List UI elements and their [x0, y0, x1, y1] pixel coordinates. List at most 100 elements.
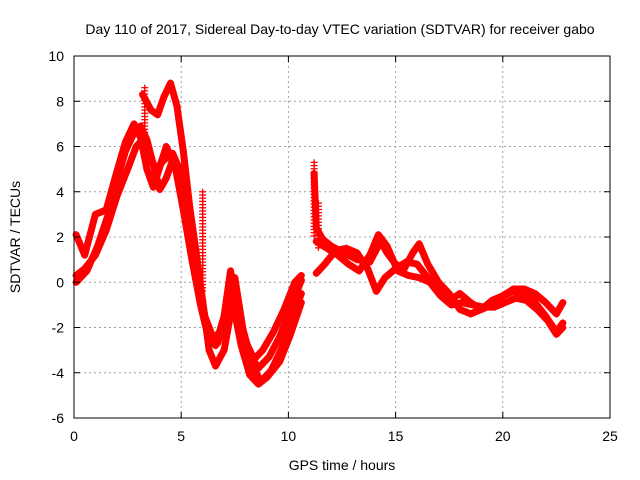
marker-spike — [310, 159, 318, 239]
grid-lines — [74, 56, 610, 418]
data-point — [227, 267, 235, 275]
data-point — [424, 260, 432, 268]
data-point — [136, 133, 144, 141]
data-point — [501, 299, 509, 307]
data-point — [383, 242, 391, 250]
data-point — [520, 285, 528, 293]
x-tick-label: 15 — [388, 428, 404, 444]
data-point — [156, 185, 164, 193]
marker-spike — [141, 84, 149, 158]
data-point — [559, 299, 567, 307]
data-point — [276, 357, 284, 365]
data-point — [297, 276, 305, 284]
y-tick-label: 4 — [56, 184, 64, 200]
data-point — [94, 242, 102, 250]
data-point — [415, 240, 423, 248]
data-point — [312, 269, 320, 277]
chart-title: Day 110 of 2017, Sidereal Day-to-day VTE… — [85, 21, 594, 37]
data-point — [344, 260, 352, 268]
data-point — [280, 305, 288, 313]
data-point — [160, 93, 168, 101]
data-point — [510, 285, 518, 293]
data-point — [124, 165, 132, 173]
marker-spike — [314, 200, 322, 251]
data-point — [321, 260, 329, 268]
data-point — [437, 292, 445, 300]
data-point — [323, 244, 331, 252]
data-point — [480, 303, 488, 311]
data-point — [269, 328, 277, 336]
data-point — [147, 106, 155, 114]
data-point — [512, 294, 520, 302]
y-tick-label: 8 — [56, 93, 64, 109]
data-point — [186, 204, 194, 212]
data-point — [334, 251, 342, 259]
y-axis-label: SDTVAR / TECUs — [7, 181, 23, 293]
data-point — [171, 161, 179, 169]
data-point — [544, 317, 552, 325]
data-point — [469, 301, 477, 309]
y-tick-label: 6 — [56, 139, 64, 155]
data-point — [364, 265, 372, 273]
data-point — [456, 290, 464, 298]
data-point — [130, 120, 138, 128]
data-point — [366, 251, 374, 259]
data-point — [531, 290, 539, 298]
data-point — [499, 292, 507, 300]
data-point — [434, 278, 442, 286]
data-point — [192, 249, 200, 257]
data-point — [220, 346, 228, 354]
data-point — [179, 206, 187, 214]
data-point — [102, 206, 110, 214]
y-tick-label: -4 — [52, 365, 65, 381]
data-point — [263, 373, 271, 381]
data-point — [121, 138, 129, 146]
data-point — [522, 296, 530, 304]
data-point — [173, 102, 181, 110]
data-point — [409, 249, 417, 257]
data-point — [205, 346, 213, 354]
data-point — [353, 249, 361, 257]
data-point — [149, 183, 157, 191]
data-point — [81, 251, 89, 259]
x-tick-label: 20 — [495, 428, 511, 444]
data-point — [552, 330, 560, 338]
data-point — [162, 174, 170, 182]
axis-ticks — [73, 55, 611, 419]
data-point — [458, 299, 466, 307]
data-point — [467, 310, 475, 318]
data-point — [372, 287, 380, 295]
data-point — [149, 161, 157, 169]
x-axis-label: GPS time / hours — [289, 457, 396, 473]
data-point — [402, 258, 410, 266]
data-point — [254, 380, 262, 388]
data-point — [297, 290, 305, 298]
data-point — [426, 278, 434, 286]
data-point — [265, 353, 273, 361]
data-point — [91, 210, 99, 218]
data-point — [83, 267, 91, 275]
y-tick-label: 0 — [56, 274, 64, 290]
y-tick-label: -6 — [52, 410, 65, 426]
data-point — [156, 163, 164, 171]
data-point — [154, 111, 162, 119]
data-point — [297, 299, 305, 307]
data-point — [456, 305, 464, 313]
data-point — [552, 310, 560, 318]
data-point — [533, 305, 541, 313]
data-point — [404, 271, 412, 279]
y-tick-label: 2 — [56, 229, 64, 245]
x-tick-label: 10 — [281, 428, 297, 444]
data-point — [415, 274, 423, 282]
data-point — [342, 244, 350, 252]
data-point — [179, 147, 187, 155]
data-point — [162, 143, 170, 150]
data-point — [113, 167, 121, 175]
data-point — [542, 299, 550, 307]
marker-spike — [199, 188, 207, 294]
x-tick-labels: 0 5 10 15 20 25 — [70, 428, 618, 444]
y-tick-label: -2 — [52, 320, 65, 336]
data-point — [214, 339, 222, 347]
y-tick-labels: -6 -4 -2 0 2 4 6 8 10 — [48, 48, 64, 426]
